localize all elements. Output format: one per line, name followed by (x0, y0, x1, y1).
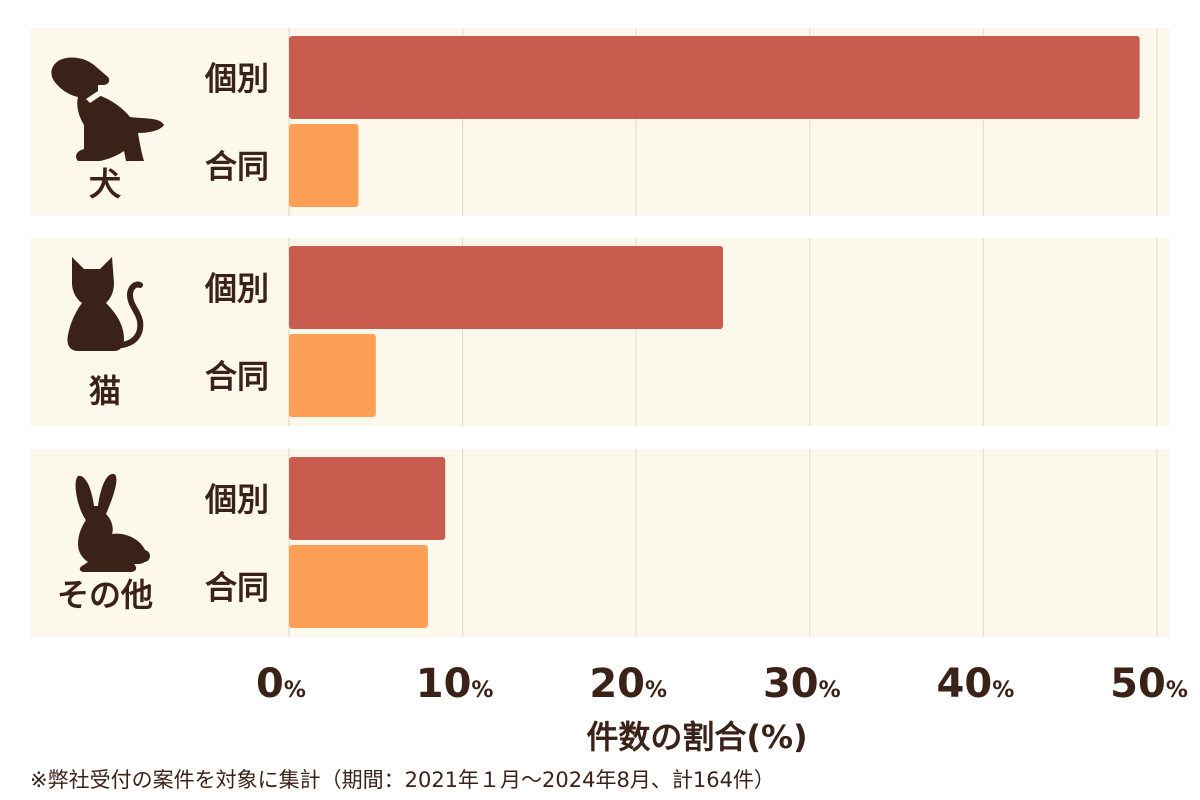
x-tick-unit: % (819, 678, 841, 703)
series-label: 個別 (204, 270, 269, 308)
x-tick-label: 30% (763, 661, 841, 707)
dog-icon (51, 57, 164, 161)
x-tick-label: 20% (589, 661, 667, 707)
category-icons (51, 57, 164, 572)
bar-individual (289, 246, 723, 329)
bar-individual (289, 457, 446, 540)
bar-joint (289, 545, 428, 628)
x-axis-ticks: 0% 10% 20% 30% 40% 50% (256, 661, 1188, 707)
cat-icon (67, 257, 144, 351)
category-label: 犬 (89, 165, 121, 203)
bar-individual (289, 36, 1140, 119)
x-tick-label: 40% (937, 661, 1015, 707)
category-label: 猫 (89, 372, 121, 410)
category-panels (30, 28, 1170, 637)
category-panel (30, 449, 1170, 637)
x-axis-title: 件数の割合(%) (586, 718, 807, 756)
x-tick-label: 0% (256, 661, 306, 707)
x-tick-unit: % (992, 678, 1014, 703)
rabbit-icon (75, 473, 150, 572)
x-tick-unit: % (471, 678, 493, 703)
category-label: その他 (57, 576, 153, 614)
x-tick-unit: % (645, 678, 667, 703)
series-label: 個別 (204, 481, 269, 519)
bar-joint (289, 334, 376, 417)
x-tick-unit: % (1166, 678, 1188, 703)
series-label: 合同 (205, 569, 269, 607)
series-label: 個別 (204, 60, 269, 98)
bar-joint (289, 124, 359, 207)
series-label: 合同 (205, 148, 269, 186)
footnote: ※弊社受付の案件を対象に集計（期間：2021年１月～2024年8月、計164件） (30, 768, 775, 792)
bars (289, 36, 1140, 628)
x-tick-label: 10% (416, 661, 494, 707)
x-tick-unit: % (284, 678, 306, 703)
series-label: 合同 (205, 358, 269, 396)
x-tick-label: 50% (1110, 661, 1188, 707)
